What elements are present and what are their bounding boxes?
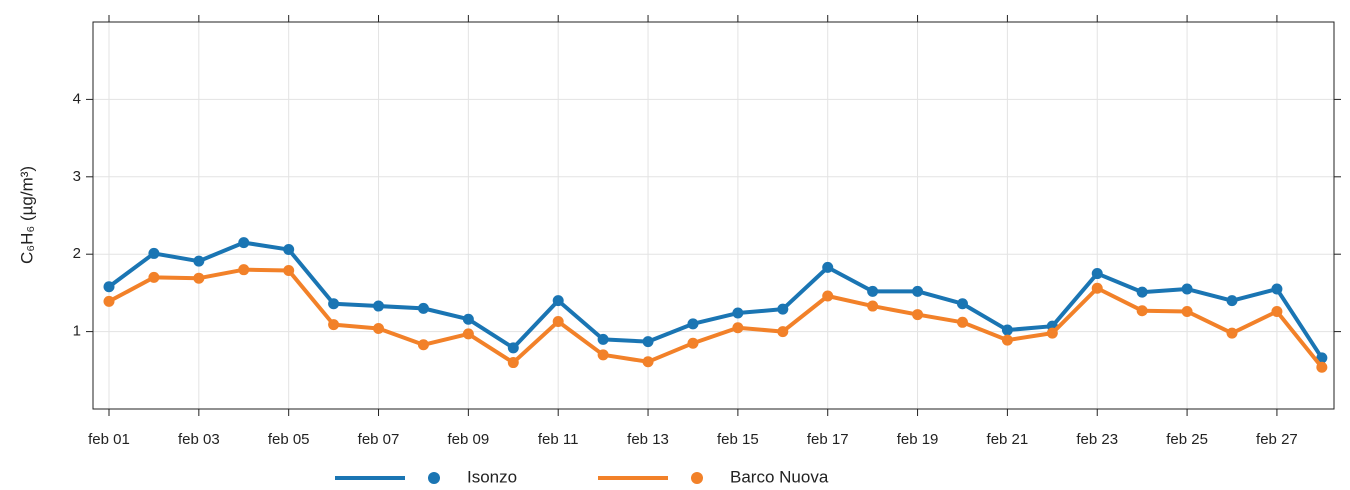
data-point xyxy=(1226,327,1238,339)
data-point xyxy=(328,319,340,331)
data-point xyxy=(687,337,699,349)
data-point xyxy=(1136,286,1148,298)
data-point xyxy=(1181,283,1193,295)
y-tick-label: 4 xyxy=(73,90,81,107)
data-point xyxy=(193,272,205,284)
data-point xyxy=(193,255,205,267)
data-point xyxy=(552,316,564,328)
series-line xyxy=(107,240,1324,360)
data-point xyxy=(1181,305,1193,317)
plot-frame xyxy=(92,21,1335,410)
data-point xyxy=(1001,334,1013,346)
data-point xyxy=(867,285,879,297)
data-point xyxy=(642,336,654,348)
x-tick-label: feb 25 xyxy=(1166,431,1208,448)
data-point xyxy=(462,328,474,340)
data-point xyxy=(283,264,295,276)
data-point xyxy=(687,318,699,330)
x-tick-label: feb 09 xyxy=(448,431,490,448)
x-tick-label: feb 21 xyxy=(987,431,1029,448)
data-point xyxy=(956,298,968,310)
data-point xyxy=(912,309,924,321)
data-point xyxy=(238,237,250,249)
data-point xyxy=(507,357,519,369)
data-point xyxy=(1091,282,1103,294)
data-point xyxy=(1271,305,1283,317)
x-tick-label: feb 03 xyxy=(178,431,220,448)
data-point xyxy=(642,356,654,368)
x-tick-label: feb 15 xyxy=(717,431,759,448)
x-tick-label: feb 01 xyxy=(88,431,130,448)
legend-label: Isonzo xyxy=(467,467,517,486)
data-point xyxy=(1046,327,1058,339)
data-point xyxy=(417,302,429,314)
x-tick-label: feb 23 xyxy=(1076,431,1118,448)
data-point xyxy=(822,261,834,273)
x-tick-label: feb 11 xyxy=(538,431,579,448)
data-point xyxy=(1316,361,1328,373)
data-point xyxy=(552,295,564,307)
data-point xyxy=(507,342,519,354)
legend-label: Barco Nuova xyxy=(730,467,829,486)
data-point xyxy=(732,322,744,334)
legend-marker xyxy=(691,472,703,484)
y-tick-label: 1 xyxy=(73,323,81,340)
data-point xyxy=(822,290,834,302)
x-tick-label: feb 19 xyxy=(897,431,939,448)
data-point xyxy=(777,326,789,338)
data-point xyxy=(148,247,160,259)
data-point xyxy=(328,298,340,310)
data-point xyxy=(238,264,250,276)
data-point xyxy=(462,313,474,325)
data-point xyxy=(417,339,429,351)
data-point xyxy=(103,295,115,307)
data-point xyxy=(1001,324,1013,336)
data-point xyxy=(1136,305,1148,317)
data-point xyxy=(912,285,924,297)
x-tick-label: feb 17 xyxy=(807,431,849,448)
data-point xyxy=(373,300,385,312)
data-point xyxy=(777,303,789,315)
data-point xyxy=(956,316,968,328)
x-tick-label: feb 27 xyxy=(1256,431,1298,448)
x-tick-label: feb 07 xyxy=(358,431,400,448)
x-tick-label: feb 05 xyxy=(268,431,310,448)
data-point xyxy=(732,307,744,319)
data-point xyxy=(1226,295,1238,307)
y-axis-label: C₆H₆ (µg/m³) xyxy=(17,166,36,264)
data-point xyxy=(1091,268,1103,280)
data-point xyxy=(283,244,295,256)
y-tick-label: 2 xyxy=(73,245,81,262)
data-point xyxy=(1271,283,1283,295)
data-point xyxy=(103,281,115,293)
data-point xyxy=(597,333,609,345)
legend-marker xyxy=(428,472,440,484)
y-tick-label: 3 xyxy=(73,168,81,185)
series-line xyxy=(108,267,1324,369)
data-point xyxy=(373,323,385,335)
data-point xyxy=(148,271,160,283)
data-point xyxy=(867,300,879,312)
x-tick-label: feb 13 xyxy=(627,431,669,448)
data-point xyxy=(597,349,609,361)
